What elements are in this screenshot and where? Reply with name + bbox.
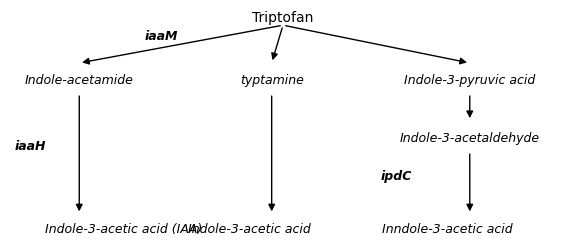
Text: ipdC: ipdC — [380, 170, 412, 183]
Text: Triptofan: Triptofan — [252, 11, 314, 25]
Text: typtamine: typtamine — [240, 74, 303, 87]
Text: Indole-acetamide: Indole-acetamide — [25, 74, 134, 87]
Text: Indole-3-acetic acid (IAA): Indole-3-acetic acid (IAA) — [45, 223, 203, 236]
Text: iaaM: iaaM — [144, 30, 178, 43]
Text: Indole-3-acetic acid: Indole-3-acetic acid — [188, 223, 310, 236]
Text: Indole-3-acetaldehyde: Indole-3-acetaldehyde — [400, 132, 540, 145]
Text: Inndole-3-acetic acid: Inndole-3-acetic acid — [382, 223, 512, 236]
Text: iaaH: iaaH — [14, 140, 46, 153]
Text: Indole-3-pyruvic acid: Indole-3-pyruvic acid — [404, 74, 535, 87]
